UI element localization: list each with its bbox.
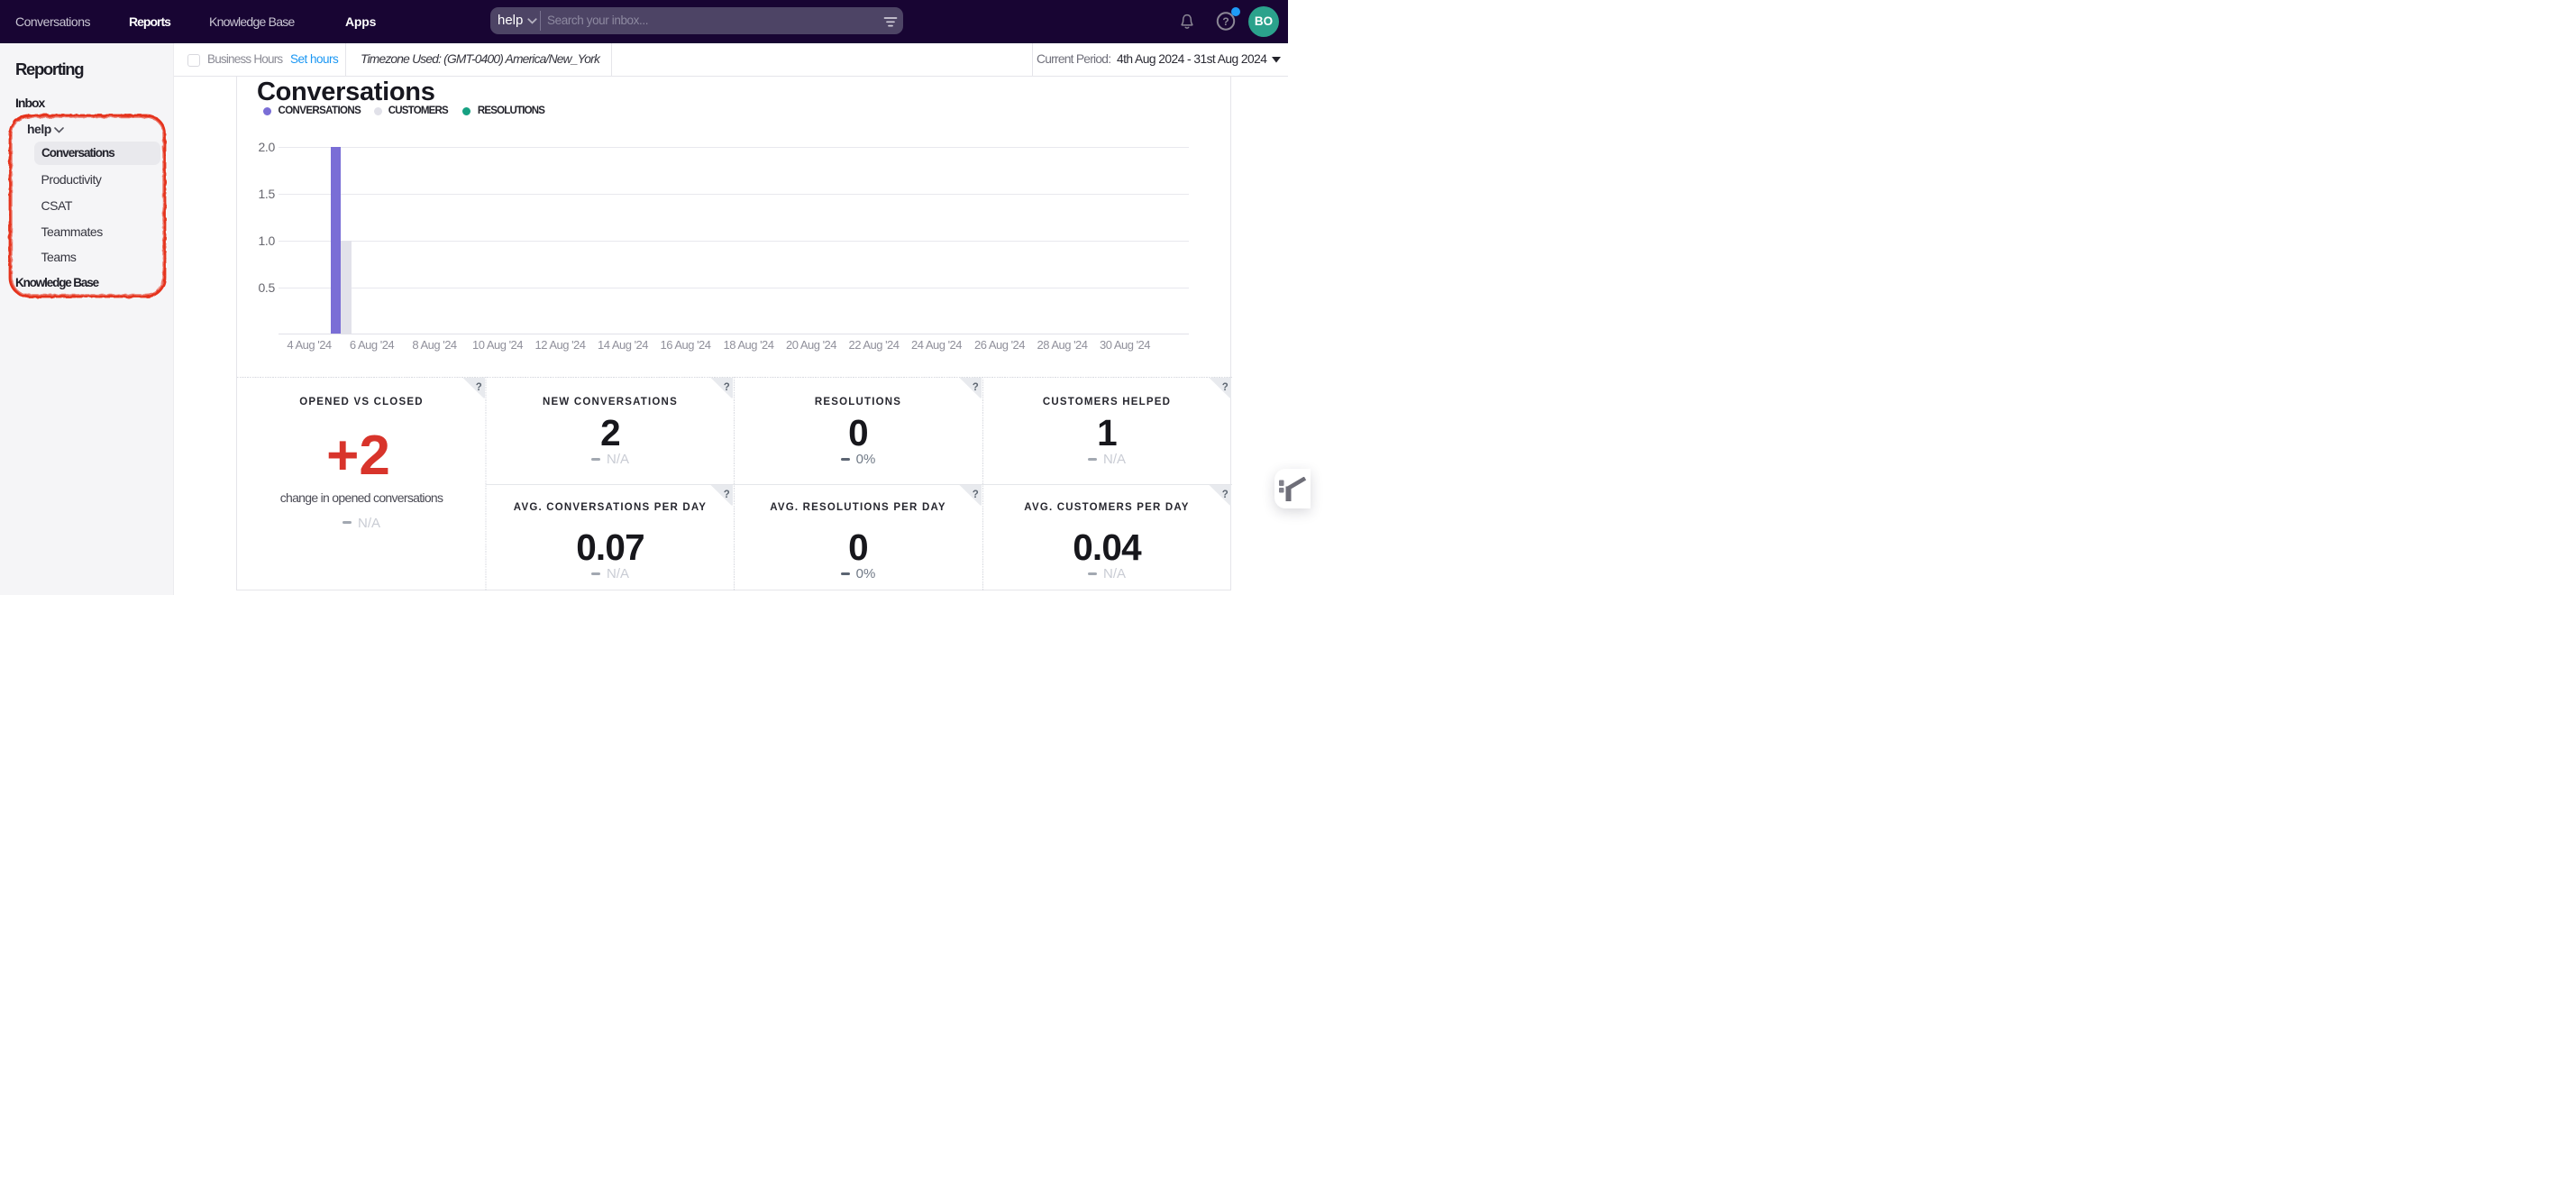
svg-text:?: ? <box>973 490 979 500</box>
svg-text:?: ? <box>724 490 730 500</box>
svg-text:?: ? <box>1222 382 1229 393</box>
svg-text:?: ? <box>1222 490 1229 500</box>
svg-text:?: ? <box>973 382 979 393</box>
svg-text:?: ? <box>724 382 730 393</box>
svg-text:?: ? <box>1222 15 1229 28</box>
svg-text:?: ? <box>476 382 482 393</box>
